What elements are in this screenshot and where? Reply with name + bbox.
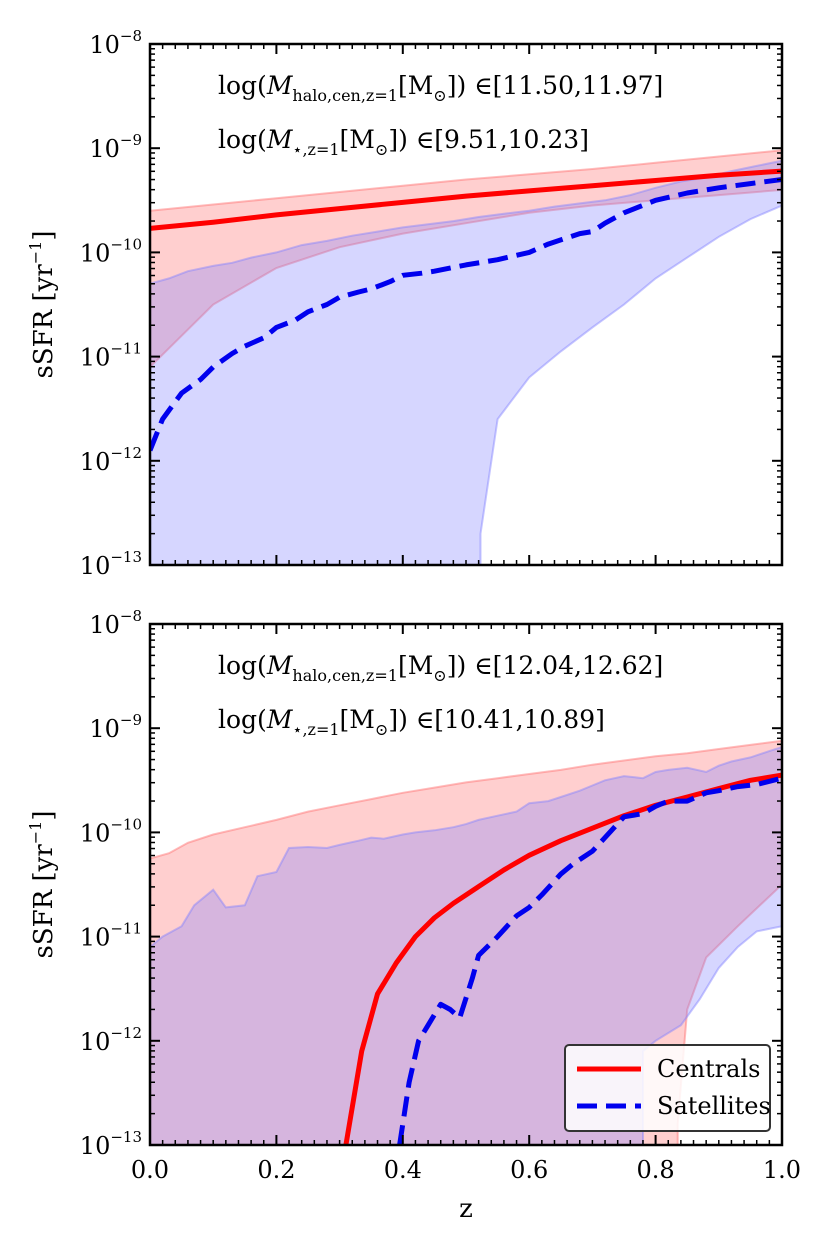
annotation-sun: ⊙ (433, 86, 446, 105)
y-tick-label: 10−11 (80, 920, 142, 952)
y-axis-label-close: ] (29, 230, 59, 240)
annotation-var: M (266, 125, 294, 154)
y-tick-label: 10−12 (80, 1024, 142, 1056)
y-tick-base: 10 (80, 448, 111, 476)
annotation-pre: log( (218, 651, 267, 680)
y-tick-label: 10−9 (89, 711, 142, 743)
annotation-pre: log( (218, 71, 267, 100)
y-tick-base: 10 (80, 552, 111, 580)
y-tick-exp: −10 (110, 815, 142, 833)
y-axis-label-close: ] (29, 810, 59, 820)
y-tick-base: 10 (80, 819, 111, 847)
x-tick-label: 0.0 (131, 1156, 169, 1184)
x-axis-label: z (459, 1194, 473, 1224)
y-tick-exp: −12 (110, 1024, 142, 1042)
x-tick-label: 0.8 (637, 1156, 675, 1184)
band-centrals (150, 149, 782, 369)
annotation-var: M (266, 651, 294, 680)
y-tick-exp: −13 (110, 548, 142, 566)
line-satellites (397, 775, 782, 1145)
y-tick-base: 10 (89, 611, 120, 639)
annotation-post: ]) ∈[9.51,10.23] (388, 125, 589, 154)
annotation: log(Mhalo,cen,z=1[M⊙]) ∈[11.50,11.97] (218, 71, 663, 105)
annotation-mid: [M (398, 651, 433, 680)
annotation-var: M (266, 705, 294, 734)
y-axis-label-main: sSFR [yr (29, 264, 59, 379)
annotation-post: ]) ∈[11.50,11.97] (447, 71, 664, 100)
y-tick-base: 10 (80, 344, 111, 372)
annotation-sun: ⊙ (375, 140, 388, 159)
annotation-post: ]) ∈[12.04,12.62] (447, 651, 664, 680)
y-tick-base: 10 (89, 135, 120, 163)
annotation: log(M⋆,z=1[M⊙]) ∈[10.41,10.89] (218, 705, 605, 739)
y-tick-label: 10−13 (80, 1128, 142, 1160)
y-axis-label: sSFR [yr−1] (26, 230, 59, 378)
y-tick-base: 10 (80, 924, 111, 952)
y-axis-label-sup: −1 (26, 821, 45, 845)
y-tick-label: 10−11 (80, 340, 142, 372)
annotation-pre: log( (218, 705, 267, 734)
annotation-var: M (266, 71, 294, 100)
y-tick-exp: −12 (110, 444, 142, 462)
y-tick-exp: −11 (110, 340, 142, 358)
annotation: log(M⋆,z=1[M⊙]) ∈[9.51,10.23] (218, 125, 589, 159)
legend-label-centrals: Centrals (657, 1055, 760, 1083)
line-centrals (343, 772, 782, 1145)
y-tick-exp: −13 (110, 1128, 142, 1146)
x-ticks (149, 624, 783, 1145)
annotation-sun: ⊙ (433, 666, 446, 685)
legend: Centrals Satellites (564, 1044, 771, 1132)
y-tick-base: 10 (89, 715, 120, 743)
annotation: log(Mhalo,cen,z=1[M⊙]) ∈[12.04,12.62] (218, 651, 663, 685)
x-tick-label: 1.0 (763, 1156, 801, 1184)
band-centrals (150, 739, 782, 1145)
x-tick-label: 0.2 (257, 1156, 295, 1184)
x-tick-label: 0.6 (510, 1156, 548, 1184)
annotation-sun: ⊙ (375, 720, 388, 739)
y-tick-label: 10−13 (80, 548, 142, 580)
annotation-sub: halo,cen,z=1 (292, 666, 398, 685)
y-tick-exp: −9 (120, 131, 142, 149)
y-tick-label: 10−8 (89, 607, 142, 639)
annotation-mid: [M (340, 705, 375, 734)
plot-area (150, 149, 782, 565)
x-ticks (149, 44, 783, 565)
y-tick-base: 10 (80, 1028, 111, 1056)
y-tick-exp: −8 (120, 607, 142, 625)
y-tick-label: 10−10 (80, 235, 142, 267)
y-tick-exp: −9 (120, 711, 142, 729)
y-tick-label: 10−10 (80, 815, 142, 847)
annotation-sub: ⋆,z=1 (292, 720, 339, 739)
y-tick-exp: −8 (120, 27, 142, 45)
y-tick-base: 10 (89, 31, 120, 59)
line-centrals (150, 168, 782, 231)
y-tick-base: 10 (80, 1132, 111, 1160)
y-axis-label-main: sSFR [yr (29, 844, 59, 959)
annotation-post: ]) ∈[10.41,10.89] (388, 705, 605, 734)
y-ticks (150, 43, 782, 566)
y-tick-label: 10−12 (80, 444, 142, 476)
line-satellites (150, 177, 782, 452)
x-tick-label: 0.4 (384, 1156, 422, 1184)
y-tick-label: 10−8 (89, 27, 142, 59)
annotation-sub: ⋆,z=1 (292, 140, 339, 159)
annotation-pre: log( (218, 125, 267, 154)
y-ticks (150, 623, 782, 1146)
annotation-mid: [M (398, 71, 433, 100)
annotation-sub: halo,cen,z=1 (292, 86, 398, 105)
y-axis-label: sSFR [yr−1] (26, 810, 59, 958)
y-tick-label: 10−9 (89, 131, 142, 163)
y-tick-base: 10 (80, 239, 111, 267)
y-tick-exp: −11 (110, 920, 142, 938)
band-satellites (150, 159, 782, 565)
y-axis-label-sup: −1 (26, 241, 45, 265)
annotation-mid: [M (340, 125, 375, 154)
legend-label-satellites: Satellites (657, 1092, 771, 1120)
y-tick-exp: −10 (110, 235, 142, 253)
